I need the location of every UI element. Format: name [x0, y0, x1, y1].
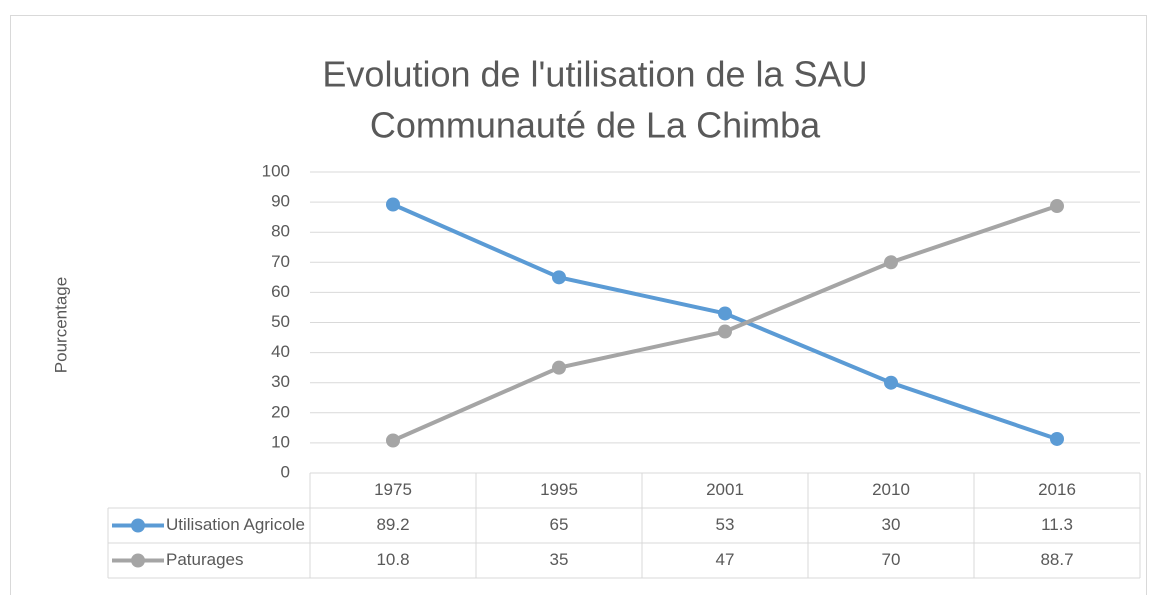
y-tick-label: 20 — [271, 402, 290, 421]
data-point — [1050, 199, 1064, 214]
data-point — [718, 324, 732, 339]
y-tick-label: 30 — [271, 372, 290, 391]
table-value: 65 — [550, 515, 569, 534]
y-tick-label: 90 — [271, 192, 290, 211]
table-value: 53 — [716, 515, 735, 534]
y-tick-label: 40 — [271, 342, 290, 361]
table-value: 11.3 — [1041, 515, 1073, 534]
legend-key — [131, 553, 145, 568]
table-value: 88.7 — [1040, 550, 1073, 569]
y-tick-label: 10 — [271, 432, 290, 451]
table-value: 35 — [550, 550, 569, 569]
x-tick-label: 1995 — [540, 480, 578, 499]
data-point — [718, 306, 732, 321]
table-value: 70 — [882, 550, 901, 569]
y-tick-label: 80 — [271, 222, 290, 241]
y-tick-label: 100 — [262, 161, 290, 180]
legend-label: Utilisation Agricole — [166, 515, 305, 534]
y-tick-label: 60 — [271, 282, 290, 301]
table-value: 47 — [716, 550, 735, 569]
y-tick-label: 0 — [281, 462, 290, 481]
x-tick-label: 1975 — [374, 480, 412, 499]
legend-key — [131, 518, 145, 533]
y-tick-label: 50 — [271, 312, 290, 331]
y-axis-label: Pourcentage — [51, 277, 70, 373]
data-point — [552, 360, 566, 375]
x-tick-label: 2010 — [872, 480, 910, 499]
table-value: 30 — [882, 515, 901, 534]
data-point — [1050, 431, 1064, 446]
table-value: 89.2 — [376, 515, 409, 534]
data-point — [386, 197, 400, 212]
chart-title: Evolution de l'utilisation de la SAU — [322, 54, 867, 95]
data-point — [884, 375, 898, 390]
x-tick-label: 2001 — [706, 480, 744, 499]
chart-title: Communauté de La Chimba — [370, 105, 821, 146]
legend-label: Paturages — [166, 550, 244, 569]
data-point — [386, 433, 400, 448]
chart-border — [10, 15, 1147, 595]
y-tick-label: 70 — [271, 252, 290, 271]
table-value: 10.8 — [376, 550, 409, 569]
x-tick-label: 2016 — [1038, 480, 1076, 499]
data-point — [552, 270, 566, 285]
data-point — [884, 255, 898, 270]
